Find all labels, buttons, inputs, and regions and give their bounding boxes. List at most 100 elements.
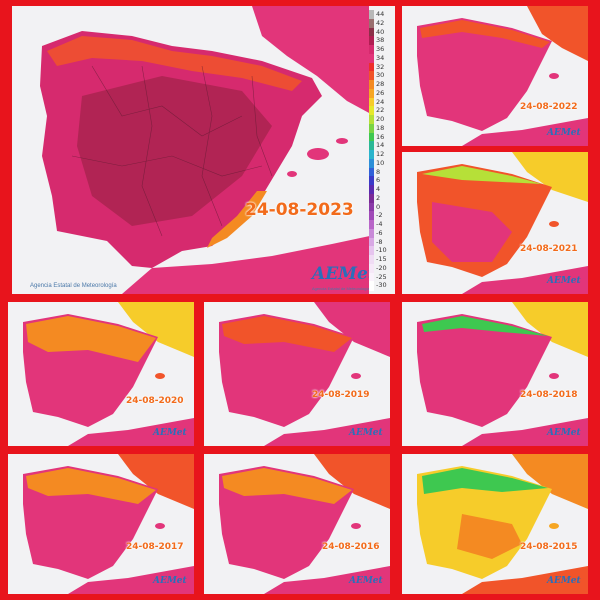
legend-swatch (369, 106, 374, 116)
map-panel-2022: 24-08-2022 AEMet (402, 6, 588, 146)
temperature-map-2015 (402, 454, 588, 594)
legend-tick-label: 10 (376, 158, 385, 167)
temperature-map-2022 (402, 6, 588, 146)
legend-swatch (369, 246, 374, 256)
legend-swatch (369, 18, 374, 28)
legend-swatch (369, 71, 374, 81)
legend-swatch (369, 237, 374, 247)
legend-swatch (369, 193, 374, 203)
legend-tick-label: 40 (376, 27, 385, 36)
north-coast-band (47, 36, 302, 91)
map-panel-2016: 24-08-2016 AEMet (204, 454, 390, 594)
legend-tick-label: -25 (376, 272, 387, 281)
legend-tick-label: 0 (376, 202, 381, 211)
temperature-map-2021 (402, 152, 588, 294)
temperature-map-2016 (204, 454, 390, 594)
legend-tick-label: -6 (376, 228, 383, 237)
ibiza-island (287, 171, 297, 177)
legend-swatch (369, 132, 374, 142)
france-landmass (252, 6, 393, 126)
legend-swatch (369, 167, 374, 177)
legend-tick-label: 8 (376, 167, 381, 176)
legend-swatch (369, 97, 374, 107)
legend-tick-label: 44 (376, 10, 385, 18)
legend-tick-label: 18 (376, 123, 385, 132)
legend-tick-label: 30 (376, 71, 385, 80)
province-borders (71, 65, 273, 237)
legend-swatch (369, 10, 374, 20)
legend-tick-label: 4 (376, 185, 381, 193)
aemet-logo: AEMet (153, 576, 187, 586)
legend-swatch (369, 263, 374, 273)
legend-swatch (369, 176, 374, 186)
date-label-2022: 24-08-2022 (520, 102, 578, 112)
legend-tick-label: 34 (376, 53, 385, 62)
legend-swatch (369, 27, 374, 37)
legend-swatch (369, 123, 374, 133)
legend-swatch (369, 62, 374, 72)
legend-swatch (369, 150, 374, 160)
legend-swatch (369, 158, 374, 168)
legend-tick-label: 24 (376, 97, 385, 106)
map-panel-2020: 24-08-2020 AEMet (8, 302, 194, 446)
africa-landmass (122, 231, 393, 294)
legend-swatch (369, 202, 374, 212)
legend-swatch (369, 36, 374, 46)
legend-tick-label: 38 (376, 36, 385, 45)
map-panel-2023: 24-08-2023 Agencia Estatal de Meteorolog… (12, 6, 393, 294)
legend-tick-label: 20 (376, 115, 385, 123)
aemet-logo: AEMet (349, 428, 383, 438)
temperature-map-2019 (204, 302, 390, 446)
map-panel-2017: 24-08-2017 AEMet (8, 454, 194, 594)
map-panel-2018: 24-08-2018 AEMet (402, 302, 588, 446)
legend-swatch (369, 272, 374, 282)
date-label-2019: 24-08-2019 (312, 390, 370, 400)
date-label-2016: 24-08-2016 (322, 542, 380, 552)
date-label-2021: 24-08-2021 (520, 244, 578, 254)
legend-swatch (369, 80, 374, 90)
legend-swatch (369, 211, 374, 221)
legend-tick-label: 42 (376, 18, 385, 27)
aemet-logo: AEMet (547, 576, 581, 586)
legend-tick-label: 32 (376, 62, 385, 71)
legend-tick-label: -15 (376, 255, 387, 263)
temperature-map-2017 (8, 454, 194, 594)
aemet-logo: AEMet (349, 576, 383, 586)
menorca-island (336, 138, 348, 144)
date-label-2018: 24-08-2018 (520, 390, 578, 400)
legend-tick-label: 6 (376, 176, 381, 185)
legend-tick-label: -20 (376, 263, 387, 272)
legend-swatch (369, 228, 374, 238)
aemet-logo: AEMet (547, 428, 581, 438)
date-label-2017: 24-08-2017 (126, 542, 184, 552)
aemet-logo: AEMet (547, 276, 581, 286)
legend-swatch (369, 45, 374, 55)
legend-tick-label: 16 (376, 132, 385, 141)
date-label-2015: 24-08-2015 (520, 542, 578, 552)
aemet-logo: AEMet (153, 428, 187, 438)
temperature-map-2020 (8, 302, 194, 446)
legend-swatch (369, 185, 374, 195)
legend-swatch (369, 255, 374, 265)
legend-swatch (369, 115, 374, 125)
date-label-2020: 24-08-2020 (126, 396, 184, 406)
aemet-credit: Agencia Estatal de Meteorología (30, 283, 117, 289)
legend-tick-label: 26 (376, 88, 385, 97)
aemet-logo-subtitle: Agencia Estatal de Meteorología (312, 286, 370, 291)
legend-swatch (369, 88, 374, 98)
map-panel-2015: 24-08-2015 AEMet (402, 454, 588, 594)
aemet-logo: AEMet (547, 128, 581, 138)
interior-heat-core (77, 76, 272, 226)
temperature-map-2018 (402, 302, 588, 446)
legend-tick-label: -10 (376, 246, 387, 255)
southeast-coast-band (207, 191, 267, 248)
aemet-logo: AEMet (312, 264, 376, 284)
legend-tick-label: -2 (376, 211, 383, 220)
legend-swatch (369, 53, 374, 63)
legend-tick-label: -8 (376, 237, 383, 246)
date-label-2023: 24-08-2023 (245, 200, 354, 220)
legend-tick-label: -30 (376, 281, 387, 290)
legend-swatch (369, 281, 374, 291)
temperature-legend: 44 42 40 38 36 34 32 30 28 26 24 22 20 18 16 14 12 10 8 6 4 2… (369, 6, 395, 294)
legend-tick-label: 2 (376, 193, 381, 202)
